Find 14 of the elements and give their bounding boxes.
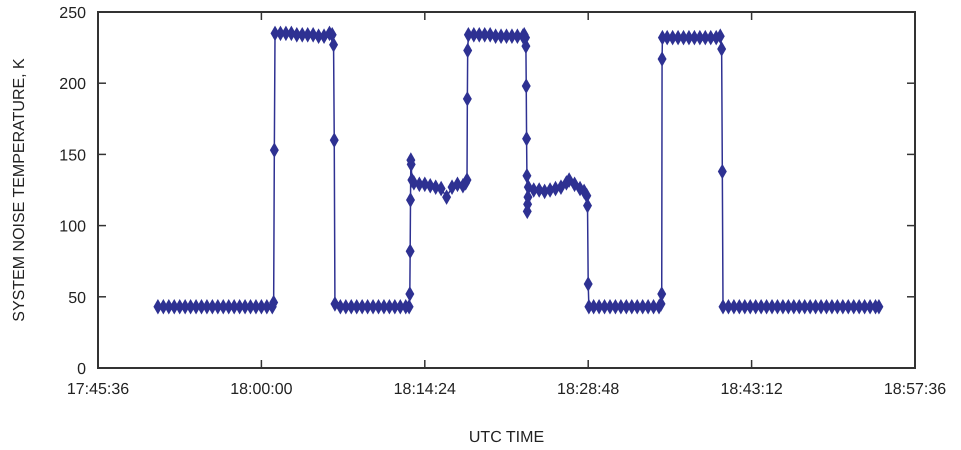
x-tick-label: 17:45:36 (66, 381, 130, 398)
y-tick-label: 150 (59, 147, 86, 164)
x-tick-label: 18:43:12 (720, 381, 783, 398)
x-axis-title: UTC TIME (468, 429, 544, 446)
y-tick-label: 100 (59, 218, 86, 236)
x-tick-label: 18:57:36 (884, 381, 946, 398)
y-tick-label: 0 (77, 361, 86, 378)
y-tick-label: 50 (68, 290, 86, 307)
y-tick-label: 200 (59, 76, 86, 94)
x-tick-label: 18:28:48 (557, 381, 620, 398)
x-tick-label: 18:14:24 (394, 381, 456, 398)
y-axis-title: SYSTEM NOISE TEMPERATURE, K (11, 58, 28, 322)
x-tick-label: 18:00:00 (230, 381, 293, 398)
y-tick-label: 250 (59, 5, 86, 22)
